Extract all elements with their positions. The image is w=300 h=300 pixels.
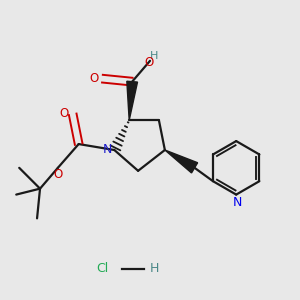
Text: H: H bbox=[149, 51, 158, 61]
Text: O: O bbox=[60, 107, 69, 120]
Text: Cl: Cl bbox=[96, 262, 109, 275]
Text: O: O bbox=[89, 72, 99, 85]
Text: N: N bbox=[233, 196, 242, 209]
Text: N: N bbox=[103, 142, 112, 156]
Polygon shape bbox=[165, 150, 198, 173]
Text: H: H bbox=[150, 262, 159, 275]
Polygon shape bbox=[127, 81, 137, 120]
Text: O: O bbox=[144, 56, 153, 69]
Text: O: O bbox=[54, 168, 63, 181]
